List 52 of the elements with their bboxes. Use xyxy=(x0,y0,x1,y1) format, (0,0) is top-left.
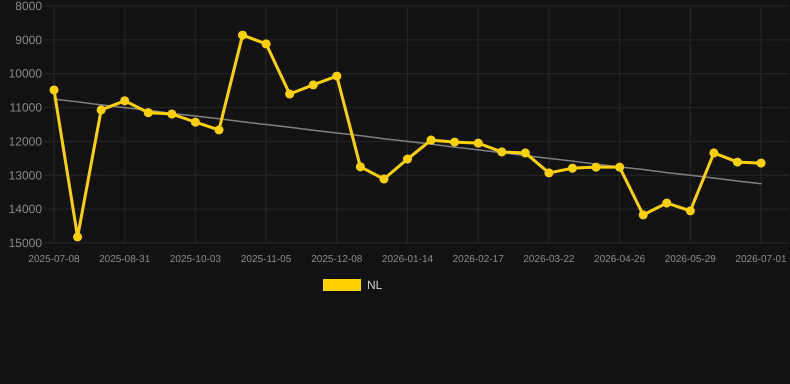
point xyxy=(262,39,271,48)
point xyxy=(592,162,601,172)
point xyxy=(686,206,695,216)
point xyxy=(285,90,294,99)
x-tick-label: 2026-02-17 xyxy=(452,254,504,265)
x-tick-label: 2026-04-26 xyxy=(594,254,646,265)
y-tick-label: 13000 xyxy=(8,168,42,182)
point xyxy=(238,30,248,40)
point xyxy=(638,210,648,220)
line-series xyxy=(53,98,762,184)
point xyxy=(520,148,530,158)
x-tick-label: 2025-10-03 xyxy=(170,254,222,265)
point xyxy=(379,174,388,184)
point xyxy=(568,164,577,173)
point xyxy=(709,148,718,158)
y-tick-label: 15000 xyxy=(8,236,42,250)
point xyxy=(732,158,742,167)
point xyxy=(426,136,436,145)
x-tick-label: 2026-01-14 xyxy=(382,254,434,265)
x-tick-label: 2026-07-01 xyxy=(735,254,788,265)
y-tick-label: 12000 xyxy=(8,134,42,148)
point xyxy=(96,105,106,114)
y-tick-label: 14000 xyxy=(8,202,42,216)
point xyxy=(332,72,342,81)
x-tick-label: 2025-11-05 xyxy=(240,254,292,265)
point xyxy=(120,96,130,106)
point xyxy=(756,158,766,168)
point xyxy=(190,118,200,127)
y-tick-label: 10000 xyxy=(8,66,42,81)
point xyxy=(73,232,82,242)
point xyxy=(402,154,412,164)
x-tick-label: 2025-12-08 xyxy=(311,254,363,265)
y-tick-label: 8000 xyxy=(15,0,42,13)
point xyxy=(544,168,554,178)
point xyxy=(144,108,153,118)
x-tick-label: 2026-05-29 xyxy=(664,254,716,265)
y-tick-label: 11000 xyxy=(10,100,42,115)
point xyxy=(615,162,624,172)
point xyxy=(308,80,318,90)
point xyxy=(167,110,176,119)
point xyxy=(49,85,59,94)
point xyxy=(474,138,483,148)
x-tick-label: 2026-03-22 xyxy=(523,254,575,265)
point xyxy=(214,125,224,134)
point xyxy=(497,147,506,156)
y-tick-label: 9000 xyxy=(15,32,42,47)
x-tick-label: 2025-07-08 xyxy=(28,254,80,265)
point xyxy=(450,138,460,147)
point xyxy=(662,198,672,208)
legend-label: NL xyxy=(367,278,383,292)
point xyxy=(356,162,365,172)
x-tick-label: 2025-08-31 xyxy=(99,254,151,265)
